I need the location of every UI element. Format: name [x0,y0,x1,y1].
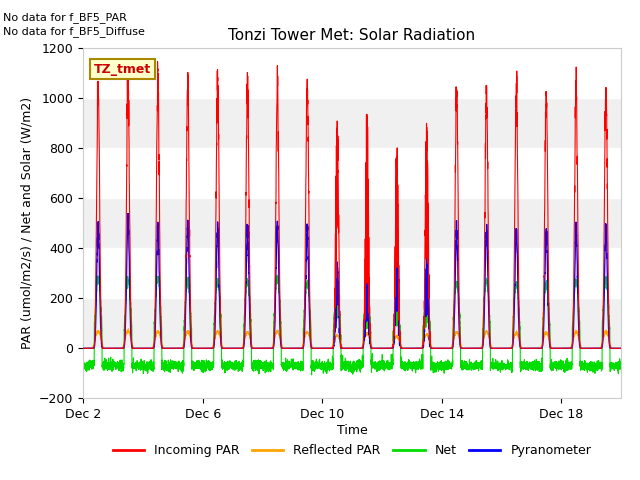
Text: No data for f_BF5_PAR: No data for f_BF5_PAR [3,12,127,23]
X-axis label: Time: Time [337,424,367,437]
Legend: Incoming PAR, Reflected PAR, Net, Pyranometer: Incoming PAR, Reflected PAR, Net, Pyrano… [108,439,596,462]
Bar [83,98,621,148]
Title: Tonzi Tower Met: Solar Radiation: Tonzi Tower Met: Solar Radiation [228,28,476,43]
Bar [83,198,621,248]
Text: No data for f_BF5_Diffuse: No data for f_BF5_Diffuse [3,26,145,37]
Y-axis label: PAR (umol/m2/s) / Net and Solar (W/m2): PAR (umol/m2/s) / Net and Solar (W/m2) [20,97,33,349]
Bar [83,298,621,348]
Text: TZ_tmet: TZ_tmet [94,62,151,75]
